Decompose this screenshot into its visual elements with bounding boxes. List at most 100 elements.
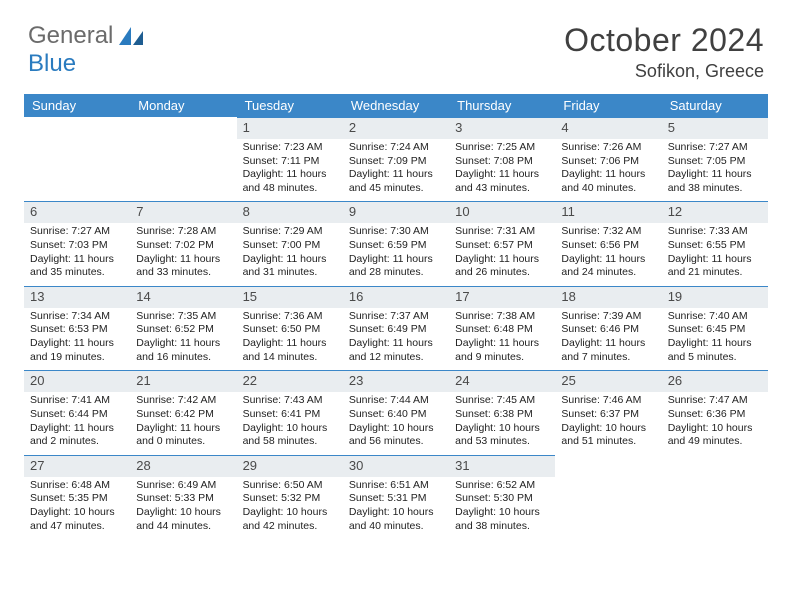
sunrise-text: Sunrise: 7:36 AM xyxy=(243,310,337,324)
daylight-text: Daylight: 11 hours and 31 minutes. xyxy=(243,253,337,280)
location-label: Sofikon, Greece xyxy=(564,61,764,82)
sunset-text: Sunset: 6:49 PM xyxy=(349,323,443,337)
sunrise-text: Sunrise: 7:37 AM xyxy=(349,310,443,324)
sunrise-text: Sunrise: 7:42 AM xyxy=(136,394,230,408)
daylight-text: Daylight: 10 hours and 40 minutes. xyxy=(349,506,443,533)
daylight-text: Daylight: 11 hours and 12 minutes. xyxy=(349,337,443,364)
sunset-text: Sunset: 6:55 PM xyxy=(668,239,762,253)
day-number: 9 xyxy=(343,201,449,223)
daylight-text: Daylight: 11 hours and 21 minutes. xyxy=(668,253,762,280)
sunset-text: Sunset: 6:52 PM xyxy=(136,323,230,337)
day-number: 30 xyxy=(343,455,449,477)
sunset-text: Sunset: 6:44 PM xyxy=(30,408,124,422)
day-header-tuesday: Tuesday xyxy=(237,94,343,117)
day-header-saturday: Saturday xyxy=(662,94,768,117)
day-header-wednesday: Wednesday xyxy=(343,94,449,117)
daylight-text: Daylight: 11 hours and 5 minutes. xyxy=(668,337,762,364)
brand-logo: General xyxy=(28,22,145,50)
day-number: 7 xyxy=(130,201,236,223)
sunset-text: Sunset: 7:11 PM xyxy=(243,155,337,169)
sunrise-text: Sunrise: 7:29 AM xyxy=(243,225,337,239)
daylight-text: Daylight: 11 hours and 38 minutes. xyxy=(668,168,762,195)
weeks-container: ..1Sunrise: 7:23 AMSunset: 7:11 PMDaylig… xyxy=(24,117,768,539)
sunset-text: Sunset: 6:42 PM xyxy=(136,408,230,422)
day-number: 13 xyxy=(24,286,130,308)
sunrise-text: Sunrise: 7:46 AM xyxy=(561,394,655,408)
day-number: 3 xyxy=(449,117,555,139)
daylight-text: Daylight: 10 hours and 44 minutes. xyxy=(136,506,230,533)
sunset-text: Sunset: 7:06 PM xyxy=(561,155,655,169)
sunrise-text: Sunrise: 7:45 AM xyxy=(455,394,549,408)
day-cell: 12Sunrise: 7:33 AMSunset: 6:55 PMDayligh… xyxy=(662,201,768,285)
daylight-text: Daylight: 10 hours and 51 minutes. xyxy=(561,422,655,449)
sunrise-text: Sunrise: 7:23 AM xyxy=(243,141,337,155)
sunrise-text: Sunrise: 7:27 AM xyxy=(668,141,762,155)
day-number: 14 xyxy=(130,286,236,308)
day-cell: 14Sunrise: 7:35 AMSunset: 6:52 PMDayligh… xyxy=(130,286,236,370)
day-cell: 3Sunrise: 7:25 AMSunset: 7:08 PMDaylight… xyxy=(449,117,555,201)
day-number: 22 xyxy=(237,370,343,392)
sunset-text: Sunset: 5:32 PM xyxy=(243,492,337,506)
daylight-text: Daylight: 10 hours and 49 minutes. xyxy=(668,422,762,449)
sunrise-text: Sunrise: 7:47 AM xyxy=(668,394,762,408)
sunrise-text: Sunrise: 7:32 AM xyxy=(561,225,655,239)
daylight-text: Daylight: 10 hours and 42 minutes. xyxy=(243,506,337,533)
day-number: 23 xyxy=(343,370,449,392)
sunset-text: Sunset: 6:45 PM xyxy=(668,323,762,337)
day-cell: 27Sunrise: 6:48 AMSunset: 5:35 PMDayligh… xyxy=(24,455,130,539)
day-header-thursday: Thursday xyxy=(449,94,555,117)
day-number: 1 xyxy=(237,117,343,139)
daylight-text: Daylight: 11 hours and 28 minutes. xyxy=(349,253,443,280)
title-block: October 2024 Sofikon, Greece xyxy=(564,22,764,82)
sunrise-text: Sunrise: 7:26 AM xyxy=(561,141,655,155)
daylight-text: Daylight: 11 hours and 45 minutes. xyxy=(349,168,443,195)
day-cell: . xyxy=(662,455,768,539)
sunset-text: Sunset: 6:36 PM xyxy=(668,408,762,422)
daylight-text: Daylight: 10 hours and 58 minutes. xyxy=(243,422,337,449)
daylight-text: Daylight: 10 hours and 38 minutes. xyxy=(455,506,549,533)
week-row: 27Sunrise: 6:48 AMSunset: 5:35 PMDayligh… xyxy=(24,455,768,539)
daylight-text: Daylight: 10 hours and 56 minutes. xyxy=(349,422,443,449)
daylight-text: Daylight: 11 hours and 7 minutes. xyxy=(561,337,655,364)
daylight-text: Daylight: 11 hours and 24 minutes. xyxy=(561,253,655,280)
day-number: 17 xyxy=(449,286,555,308)
week-row: ..1Sunrise: 7:23 AMSunset: 7:11 PMDaylig… xyxy=(24,117,768,201)
sunrise-text: Sunrise: 7:43 AM xyxy=(243,394,337,408)
daylight-text: Daylight: 11 hours and 2 minutes. xyxy=(30,422,124,449)
day-cell: 5Sunrise: 7:27 AMSunset: 7:05 PMDaylight… xyxy=(662,117,768,201)
sunset-text: Sunset: 6:48 PM xyxy=(455,323,549,337)
sunrise-text: Sunrise: 7:39 AM xyxy=(561,310,655,324)
daylight-text: Daylight: 10 hours and 47 minutes. xyxy=(30,506,124,533)
day-cell: 24Sunrise: 7:45 AMSunset: 6:38 PMDayligh… xyxy=(449,370,555,454)
day-cell: 28Sunrise: 6:49 AMSunset: 5:33 PMDayligh… xyxy=(130,455,236,539)
sunset-text: Sunset: 6:53 PM xyxy=(30,323,124,337)
day-number: 16 xyxy=(343,286,449,308)
sunrise-text: Sunrise: 6:51 AM xyxy=(349,479,443,493)
day-cell: 21Sunrise: 7:42 AMSunset: 6:42 PMDayligh… xyxy=(130,370,236,454)
daylight-text: Daylight: 11 hours and 19 minutes. xyxy=(30,337,124,364)
day-cell: 13Sunrise: 7:34 AMSunset: 6:53 PMDayligh… xyxy=(24,286,130,370)
sunrise-text: Sunrise: 7:38 AM xyxy=(455,310,549,324)
day-number: 12 xyxy=(662,201,768,223)
calendar: SundayMondayTuesdayWednesdayThursdayFrid… xyxy=(0,88,792,539)
daylight-text: Daylight: 11 hours and 43 minutes. xyxy=(455,168,549,195)
day-cell: 19Sunrise: 7:40 AMSunset: 6:45 PMDayligh… xyxy=(662,286,768,370)
sunrise-text: Sunrise: 6:50 AM xyxy=(243,479,337,493)
sunset-text: Sunset: 6:56 PM xyxy=(561,239,655,253)
daylight-text: Daylight: 11 hours and 14 minutes. xyxy=(243,337,337,364)
sunrise-text: Sunrise: 7:28 AM xyxy=(136,225,230,239)
sunrise-text: Sunrise: 7:25 AM xyxy=(455,141,549,155)
brand-word2: Blue xyxy=(28,50,76,78)
day-cell: 15Sunrise: 7:36 AMSunset: 6:50 PMDayligh… xyxy=(237,286,343,370)
sunset-text: Sunset: 6:46 PM xyxy=(561,323,655,337)
day-number: 18 xyxy=(555,286,661,308)
day-number: 10 xyxy=(449,201,555,223)
day-cell: 18 Sunrise: 7:39 AMSunset: 6:46 PMDayligh… xyxy=(555,286,661,370)
week-row: 13Sunrise: 7:34 AMSunset: 6:53 PMDayligh… xyxy=(24,286,768,370)
sunset-text: Sunset: 7:05 PM xyxy=(668,155,762,169)
daylight-text: Daylight: 11 hours and 26 minutes. xyxy=(455,253,549,280)
daylight-text: Daylight: 11 hours and 33 minutes. xyxy=(136,253,230,280)
sunset-text: Sunset: 5:31 PM xyxy=(349,492,443,506)
sunset-text: Sunset: 6:38 PM xyxy=(455,408,549,422)
day-header-sunday: Sunday xyxy=(24,94,130,117)
